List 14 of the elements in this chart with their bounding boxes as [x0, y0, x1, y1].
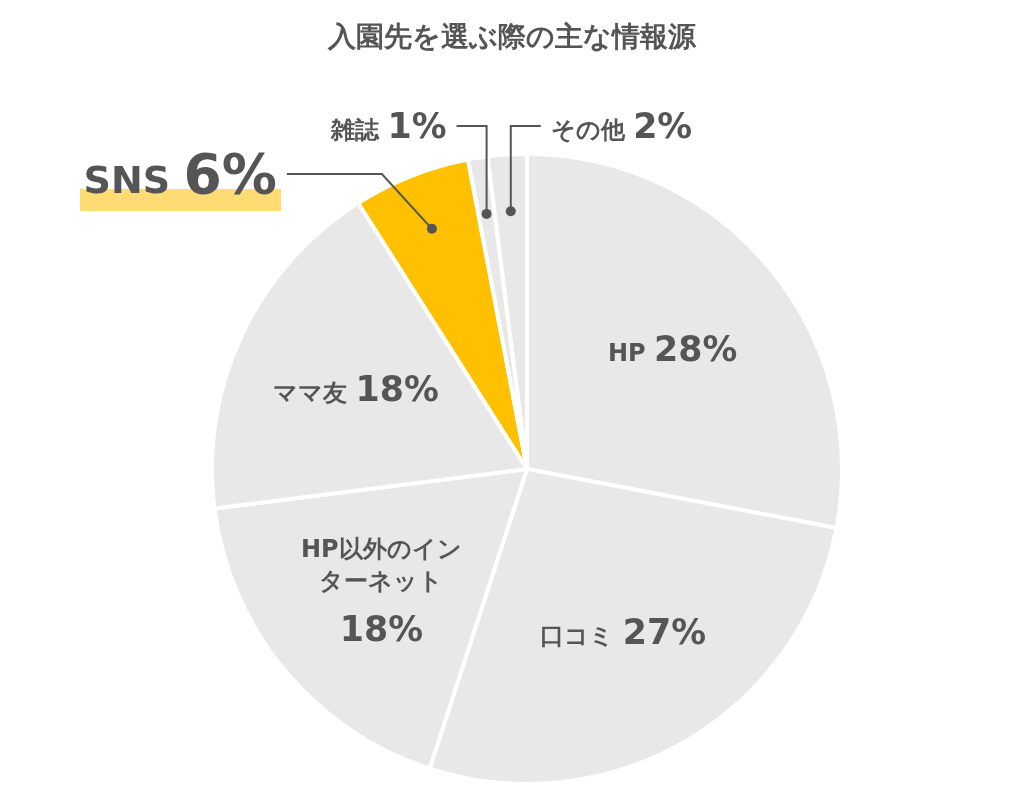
data-label: 18%: [339, 609, 424, 650]
data-label: 18%: [355, 368, 439, 409]
data-label: 6%: [183, 142, 277, 206]
slice-label: その他: [550, 116, 634, 144]
data-label: 28%: [654, 328, 738, 369]
chart-title: 入園先を選ぶ際の主な情報源: [326, 19, 697, 55]
slice-label: HP以外のインターネット: [301, 535, 462, 596]
data-label: 1%: [387, 106, 447, 146]
slice-label: ママ友: [273, 378, 356, 407]
slice-label: 口コミ: [540, 621, 623, 650]
slice-label: 雑誌: [330, 116, 388, 144]
data-label: 2%: [633, 106, 693, 146]
data-label: 27%: [622, 611, 707, 652]
slice-label: HP: [607, 338, 654, 367]
